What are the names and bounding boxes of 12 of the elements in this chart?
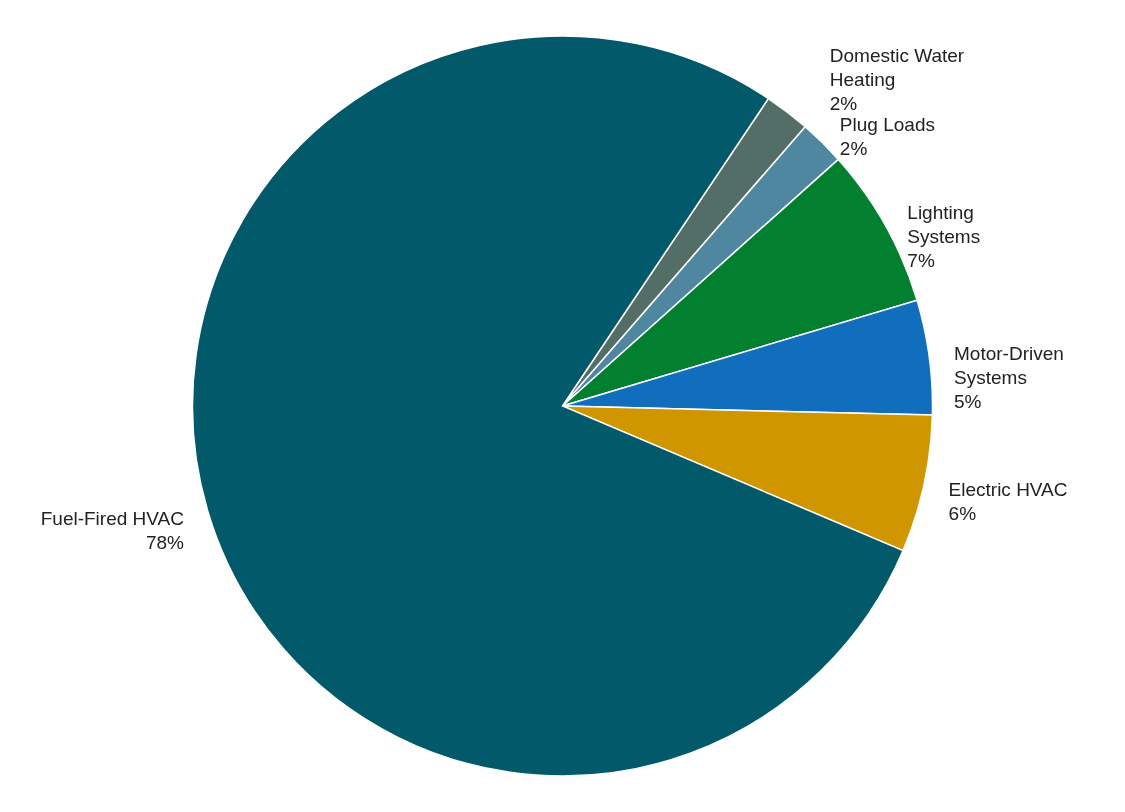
data-label: 7%	[907, 250, 935, 272]
slice-label: Fuel-Fired HVAC	[40, 507, 184, 529]
slice-label: Domestic Water Heating	[829, 45, 965, 91]
slice-label: Lighting Systems	[907, 202, 981, 248]
data-label: 78%	[145, 531, 185, 553]
data-label: 5%	[954, 390, 982, 412]
slice-label: Electric HVAC	[948, 478, 1068, 500]
slice-label: Plug Loads	[839, 113, 935, 135]
data-label: 2%	[829, 93, 858, 115]
data-label: 2%	[839, 137, 868, 159]
data-label: 6%	[948, 502, 977, 524]
slice-label: Motor-Driven Systems	[954, 342, 1064, 388]
